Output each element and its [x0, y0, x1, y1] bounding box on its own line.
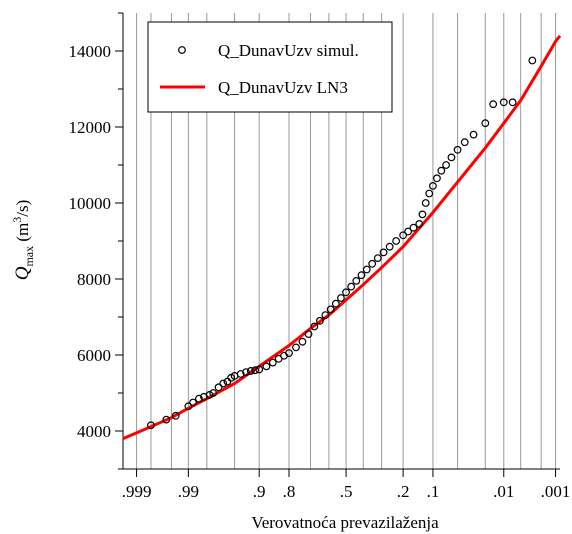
- x-axis-label: Verovatnoća prevazilaženja: [251, 513, 439, 532]
- data-point: [404, 227, 413, 236]
- data-point: [298, 337, 307, 346]
- data-point: [246, 367, 255, 375]
- data-point: [171, 411, 180, 420]
- data-point: [184, 402, 193, 411]
- x-tick-label: .999: [122, 482, 152, 501]
- data-point: [223, 377, 232, 386]
- data-point: [379, 248, 388, 257]
- data-point: [528, 56, 537, 65]
- y-tick-label: 12000: [69, 118, 112, 137]
- data-point: [162, 415, 171, 424]
- data-point: [357, 271, 366, 280]
- data-point: [347, 282, 356, 291]
- y-symbol: Q: [12, 266, 33, 280]
- data-point: [326, 305, 335, 314]
- y-subscript: max: [22, 246, 36, 267]
- data-point: [373, 254, 382, 263]
- data-point: [508, 98, 517, 107]
- data-point: [268, 358, 277, 367]
- data-point: [399, 231, 408, 240]
- data-point: [437, 166, 446, 175]
- y-tick-label: 6000: [77, 346, 111, 365]
- data-point: [415, 219, 424, 228]
- data-point: [251, 366, 260, 375]
- data-point: [460, 138, 469, 147]
- data-point: [433, 174, 441, 183]
- data-point: [442, 161, 451, 169]
- data-point: [352, 277, 361, 285]
- data-point: [469, 130, 478, 139]
- x-tick-label: .2: [397, 482, 410, 501]
- data-point: [292, 343, 300, 352]
- data-point: [342, 288, 350, 297]
- data-point: [481, 119, 490, 128]
- x-tick-label: .5: [340, 482, 353, 501]
- data-point: [285, 349, 293, 358]
- data-point: [392, 237, 401, 245]
- data-point: [219, 379, 228, 388]
- data-point: [489, 100, 498, 109]
- data-point: [242, 368, 250, 377]
- x-tick-label: .01: [493, 482, 514, 501]
- data-point: [409, 223, 418, 232]
- y-unit: (m: [13, 223, 32, 246]
- legend-box: [147, 21, 393, 113]
- x-tick-label: .8: [283, 482, 296, 501]
- legend-label: Q_DunavUzv simul.: [218, 41, 359, 60]
- data-point: [447, 153, 456, 162]
- data-point: [421, 199, 430, 207]
- data-point: [337, 294, 345, 302]
- data-point: [453, 145, 462, 154]
- x-tick-label: .9: [253, 482, 266, 501]
- legend-marker: [178, 46, 186, 54]
- data-point: [195, 394, 203, 403]
- y-tick-label: 10000: [69, 194, 112, 213]
- data-point: [205, 391, 214, 399]
- data-point: [316, 316, 324, 325]
- data-point: [368, 259, 377, 268]
- data-point: [321, 311, 330, 320]
- y-tick-label: 4000: [77, 422, 111, 441]
- data-point: [236, 370, 245, 378]
- data-point: [147, 421, 155, 430]
- fit-line: [122, 34, 562, 440]
- data-point: [304, 330, 313, 339]
- legend: Q_DunavUzv simul. Q_DunavUzv LN3: [147, 21, 393, 113]
- data-point: [189, 398, 197, 407]
- y-tick-label: 14000: [69, 42, 112, 61]
- x-tick-label: .1: [427, 482, 440, 501]
- data-point: [214, 383, 223, 392]
- data-point: [425, 189, 434, 198]
- data-point: [331, 299, 340, 308]
- data-point: [418, 210, 427, 219]
- data-point: [362, 265, 371, 274]
- y-superscript: 3: [10, 217, 24, 223]
- x-tick-label: .001: [541, 482, 571, 501]
- data-point: [499, 98, 508, 107]
- data-point: [429, 181, 437, 190]
- data-point: [310, 322, 319, 331]
- legend-label: Q_DunavUzv LN3: [218, 78, 348, 97]
- x-tick-label: .99: [178, 482, 199, 501]
- data-point: [385, 242, 394, 251]
- data-point: [255, 365, 264, 374]
- data-point: [209, 389, 218, 397]
- data-point: [262, 362, 271, 371]
- y-tick-label: 8000: [77, 270, 111, 289]
- y-unit: /s): [13, 200, 32, 217]
- y-axis-label: Qmax (m3/s): [10, 200, 36, 281]
